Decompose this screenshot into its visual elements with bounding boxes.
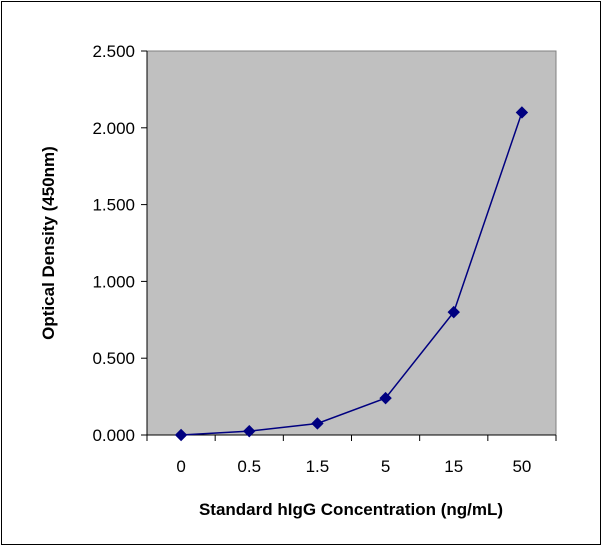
data-point xyxy=(243,424,256,438)
x-tick-label: 50 xyxy=(512,457,531,476)
data-point xyxy=(379,391,392,405)
x-tick-label: 15 xyxy=(444,457,463,476)
series xyxy=(174,106,529,442)
y-axis: 0.000 0.500 1.000 1.500 2.000 2.500 xyxy=(92,42,148,445)
data-point xyxy=(447,305,460,319)
y-tick-label: 1.000 xyxy=(92,272,135,291)
x-tick-label: 1.5 xyxy=(306,457,330,476)
data-point xyxy=(515,106,529,119)
data-point xyxy=(311,417,324,430)
x-tick-label: 0.5 xyxy=(237,457,261,476)
y-tick-label: 1.500 xyxy=(92,196,135,215)
plot-area xyxy=(146,50,557,436)
y-axis-title: Optical Density (450nm) xyxy=(39,146,58,340)
y-tick-label: 0.000 xyxy=(92,426,135,445)
x-axis-title: Standard hIgG Concentration (ng/mL) xyxy=(199,500,503,519)
x-tick-label: 5 xyxy=(381,457,390,476)
y-tick-label: 0.500 xyxy=(92,349,135,368)
y-tick-label: 2.000 xyxy=(92,119,135,138)
data-point xyxy=(174,428,188,442)
y-tick-label: 2.500 xyxy=(92,42,135,61)
x-axis: 0 0.5 1.5 5 15 50 xyxy=(146,434,557,476)
series-line xyxy=(181,112,523,436)
x-tick-label: 0 xyxy=(176,457,185,476)
